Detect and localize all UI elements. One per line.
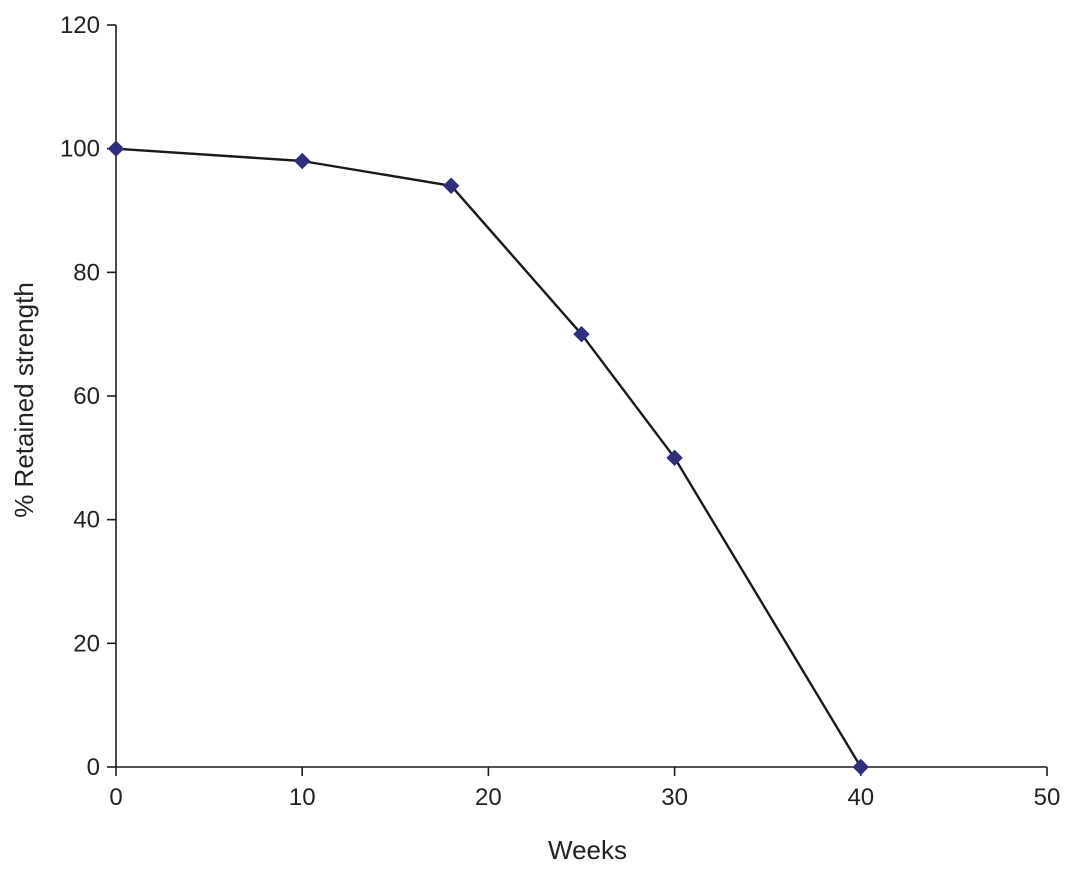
x-axis-title: Weeks [548,835,627,865]
y-tick-label: 40 [73,507,100,534]
y-tick-label: 100 [60,136,100,163]
y-tick-label: 60 [73,383,100,410]
y-tick-label: 20 [73,630,100,657]
data-point-marker [293,152,311,170]
y-axis-ticks: 0 20 40 60 80 100 120 [60,12,116,781]
data-point-marker [852,758,870,776]
x-tick-label: 10 [289,784,316,811]
y-tick-label: 120 [60,12,100,39]
series-layer [107,140,870,776]
x-tick-label: 30 [661,784,688,811]
y-tick-label: 80 [73,259,100,286]
y-axis-title: % Retained strength [9,282,39,518]
data-point-marker [666,449,683,467]
x-tick-label: 20 [475,784,502,811]
x-tick-label: 0 [109,784,122,811]
data-point-marker [442,177,460,194]
data-point-marker [107,140,125,157]
y-tick-label: 0 [87,754,100,781]
data-point-marker [573,325,590,343]
x-tick-label: 40 [847,784,874,811]
x-axis-ticks: 0 10 20 30 40 50 [109,767,1060,811]
x-tick-label: 50 [1034,784,1061,811]
series-line [115,147,862,768]
